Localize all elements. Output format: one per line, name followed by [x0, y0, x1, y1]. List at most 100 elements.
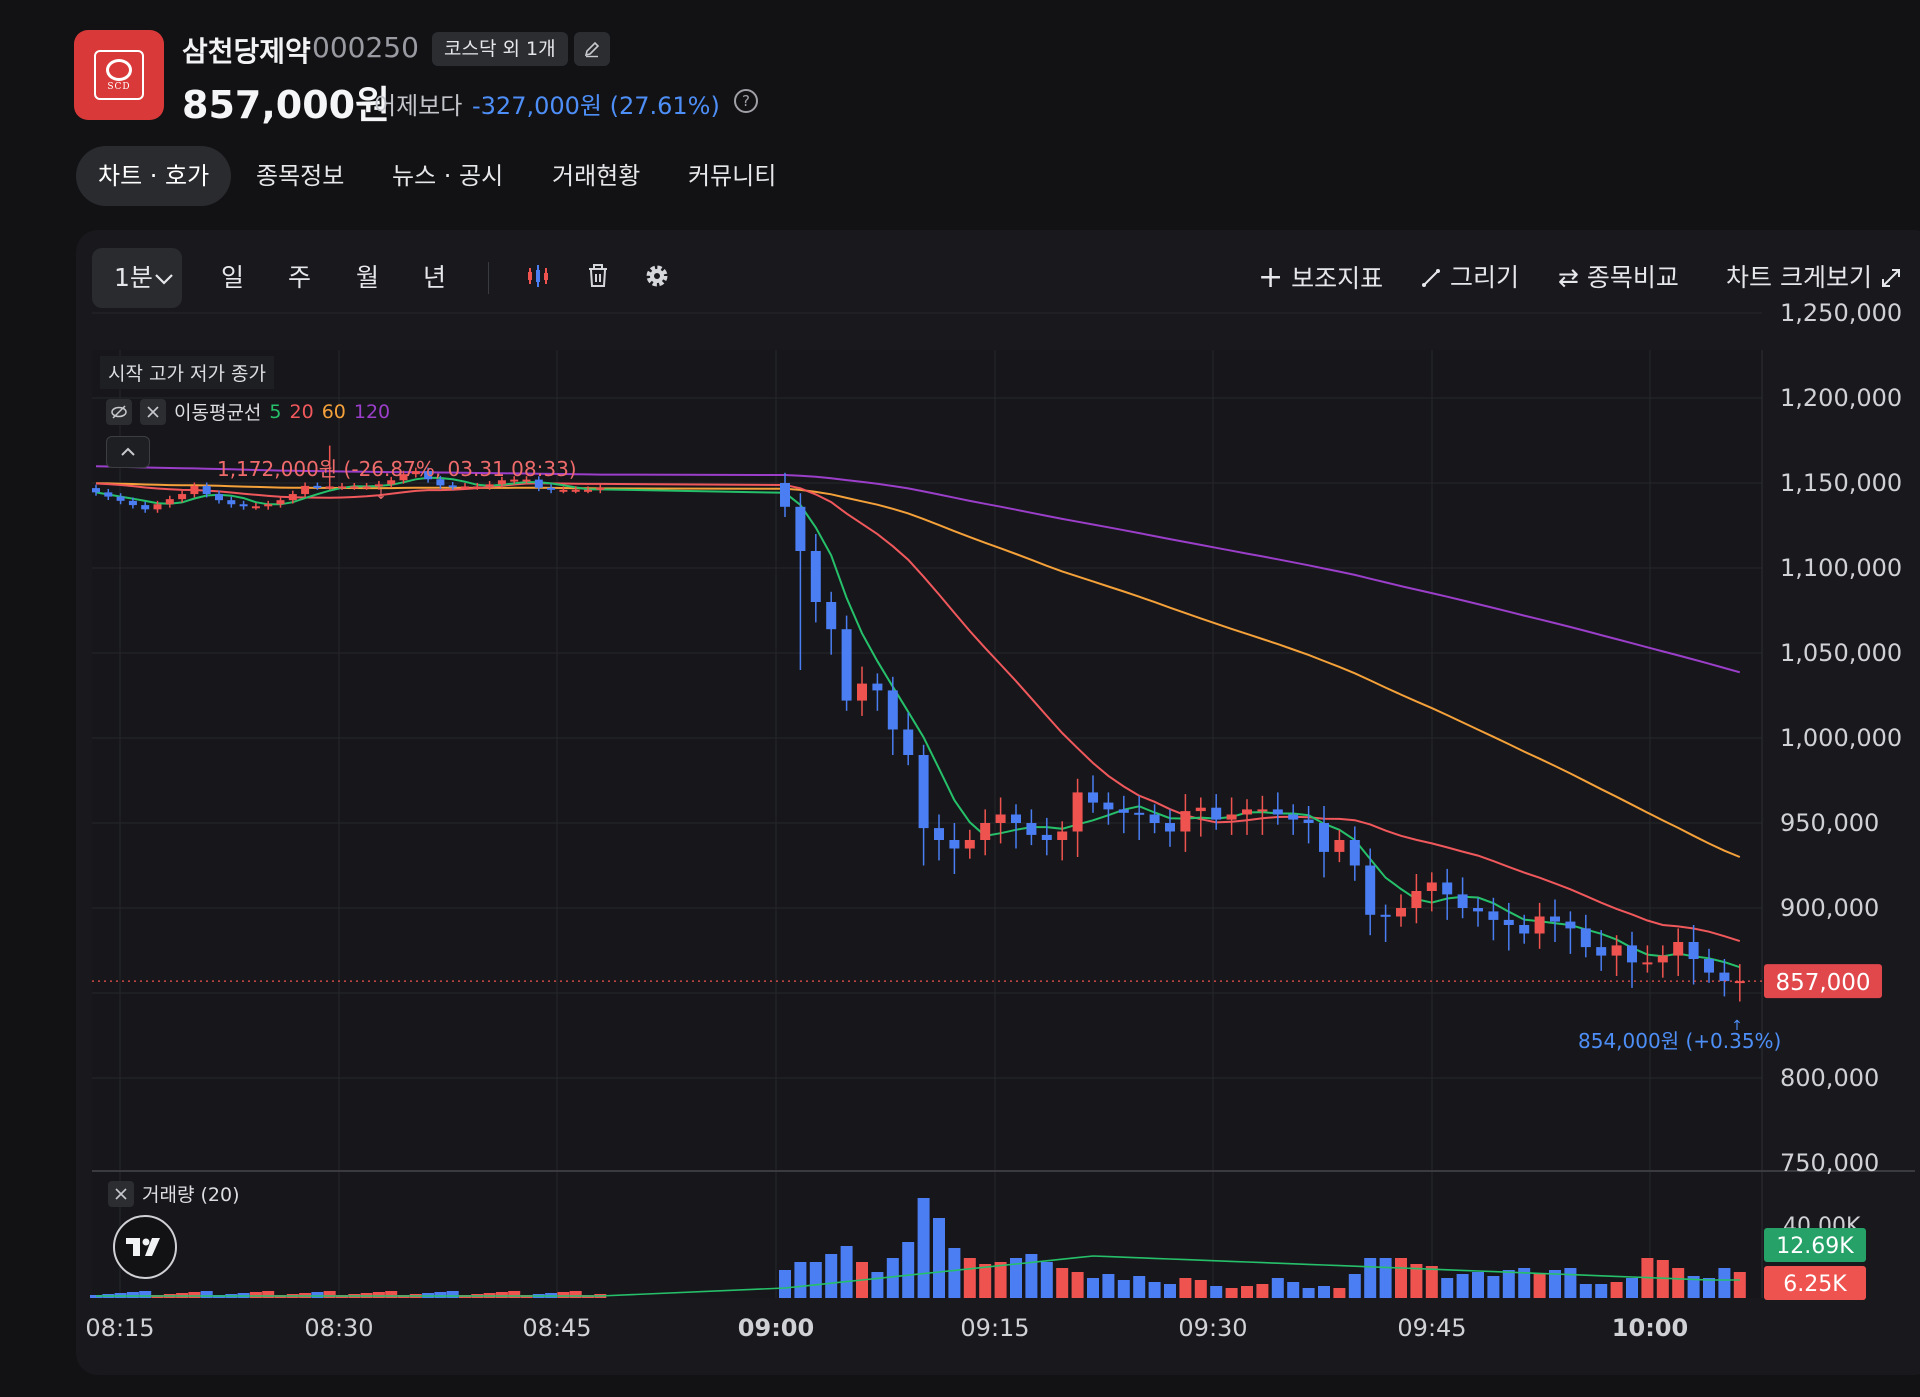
- volume-ma-line: [96, 1255, 1740, 1297]
- volume-bar: [1179, 1278, 1192, 1298]
- volume-bar: [1333, 1288, 1346, 1298]
- tradingview-icon: [126, 1238, 160, 1256]
- indicator-button[interactable]: + 보조지표: [1258, 248, 1383, 308]
- market-badge[interactable]: 코스닥 외 1개: [432, 32, 568, 66]
- expand-label: 차트 크게보기: [1726, 263, 1872, 292]
- y-tick-label: 750,000: [1780, 1149, 1879, 1177]
- candle-body: [313, 485, 322, 488]
- current-price: 857,000원: [182, 83, 391, 127]
- x-tick-label: 08:15: [85, 1314, 154, 1342]
- logo-text: SCD: [107, 81, 131, 92]
- candle-body: [949, 840, 960, 849]
- candle-body: [1611, 945, 1622, 956]
- high-annotation: 1,172,000원 (-26.87%, 03.31 08:33): [217, 457, 577, 481]
- candle-body: [1349, 840, 1360, 866]
- close-icon[interactable]: [140, 398, 166, 425]
- draw-button[interactable]: 그리기: [1420, 248, 1519, 308]
- candle-body: [202, 485, 211, 495]
- tradingview-logo[interactable]: [113, 1215, 177, 1279]
- candle-body: [780, 483, 790, 507]
- candle-body: [301, 485, 310, 495]
- help-icon[interactable]: ?: [734, 89, 758, 113]
- ma-period-60: 60: [321, 400, 346, 423]
- volume-value-tag: [1764, 1228, 1866, 1262]
- candle-body: [399, 474, 408, 481]
- candle-body: [325, 486, 334, 489]
- candle-body: [547, 487, 556, 490]
- tab-news[interactable]: 뉴스 · 공시: [392, 162, 504, 190]
- candle-body: [190, 485, 199, 495]
- interval-dropdown[interactable]: 1분: [92, 248, 182, 308]
- candle-body: [288, 494, 297, 501]
- tab-trading[interactable]: 거래현황: [552, 162, 641, 190]
- candle-body: [872, 683, 883, 691]
- trash-icon[interactable]: [584, 262, 612, 290]
- compare-button[interactable]: ⇄ 종목비교: [1558, 248, 1679, 308]
- volume-bar: [840, 1246, 853, 1298]
- candle-body: [1550, 916, 1560, 922]
- tab-community[interactable]: 커뮤니티: [688, 162, 777, 190]
- candle-body: [1642, 962, 1653, 965]
- candle-body: [92, 488, 100, 493]
- candle-body: [1534, 916, 1545, 934]
- edit-button[interactable]: [574, 32, 610, 66]
- chevron-up-icon: [121, 447, 135, 456]
- volume-bar: [1472, 1272, 1484, 1298]
- stock-logo: SCD: [74, 30, 164, 120]
- x-tick-label: 09:15: [960, 1314, 1029, 1342]
- x-tick-label: 08:45: [522, 1314, 591, 1342]
- volume-bar: [569, 1291, 582, 1298]
- candle-body: [857, 683, 867, 701]
- volume-bar: [948, 1248, 961, 1298]
- candle-body: [887, 690, 898, 730]
- volume-bar: [1318, 1286, 1330, 1298]
- candle-body: [178, 494, 187, 500]
- volume-value-tag: [1764, 1266, 1866, 1300]
- candle-body: [1165, 823, 1175, 832]
- eye-off-icon[interactable]: [106, 398, 132, 425]
- candle-body: [795, 506, 806, 551]
- volume-bar: [446, 1291, 459, 1298]
- compare-label: 종목비교: [1586, 263, 1679, 292]
- x-tick-label: 08:30: [304, 1314, 373, 1342]
- candle-body: [461, 486, 469, 489]
- volume-bar: [1287, 1282, 1300, 1298]
- period-week[interactable]: 주: [288, 263, 312, 292]
- tab-chart-quote[interactable]: 차트 · 호가: [76, 146, 232, 206]
- period-year[interactable]: 년: [423, 263, 447, 292]
- y-tick-label: 950,000: [1780, 809, 1879, 837]
- collapse-legend-button[interactable]: [106, 436, 150, 468]
- ma5-line: [95, 476, 1741, 969]
- volume-bar: [871, 1272, 884, 1298]
- candle-type-icon[interactable]: [524, 262, 552, 290]
- candle-body: [141, 505, 150, 510]
- volume-bar: [495, 1292, 508, 1298]
- gear-icon[interactable]: [643, 262, 671, 290]
- swap-icon: ⇄: [1558, 263, 1579, 292]
- expand-chart-button[interactable]: 차트 크게보기: [1726, 248, 1902, 308]
- candle-body: [1334, 840, 1345, 852]
- candle-body: [1072, 792, 1083, 832]
- y-tick-label: 1,050,000: [1780, 639, 1902, 667]
- volume-bar: [1425, 1266, 1438, 1298]
- candle-body: [903, 729, 914, 755]
- change-value: -327,000원 (27.61%): [472, 92, 720, 120]
- period-month[interactable]: 월: [356, 263, 380, 292]
- candle-body: [411, 471, 420, 475]
- candle-body: [1057, 831, 1068, 840]
- current-price-tag: [1764, 964, 1882, 999]
- candle-body: [215, 494, 223, 501]
- y-tick-label: 800,000: [1780, 1064, 1879, 1092]
- period-day[interactable]: 일: [221, 263, 245, 292]
- volume-bar: [963, 1258, 976, 1298]
- candle-body: [1426, 882, 1437, 891]
- close-icon[interactable]: [108, 1180, 134, 1207]
- volume-bar: [1071, 1272, 1084, 1298]
- ma60-line: [95, 482, 1741, 858]
- candle-body: [1288, 814, 1299, 820]
- tab-stock-info[interactable]: 종목정보: [256, 162, 345, 190]
- volume-bar: [249, 1292, 262, 1298]
- candle-body: [1442, 882, 1453, 895]
- candle-body: [934, 828, 944, 840]
